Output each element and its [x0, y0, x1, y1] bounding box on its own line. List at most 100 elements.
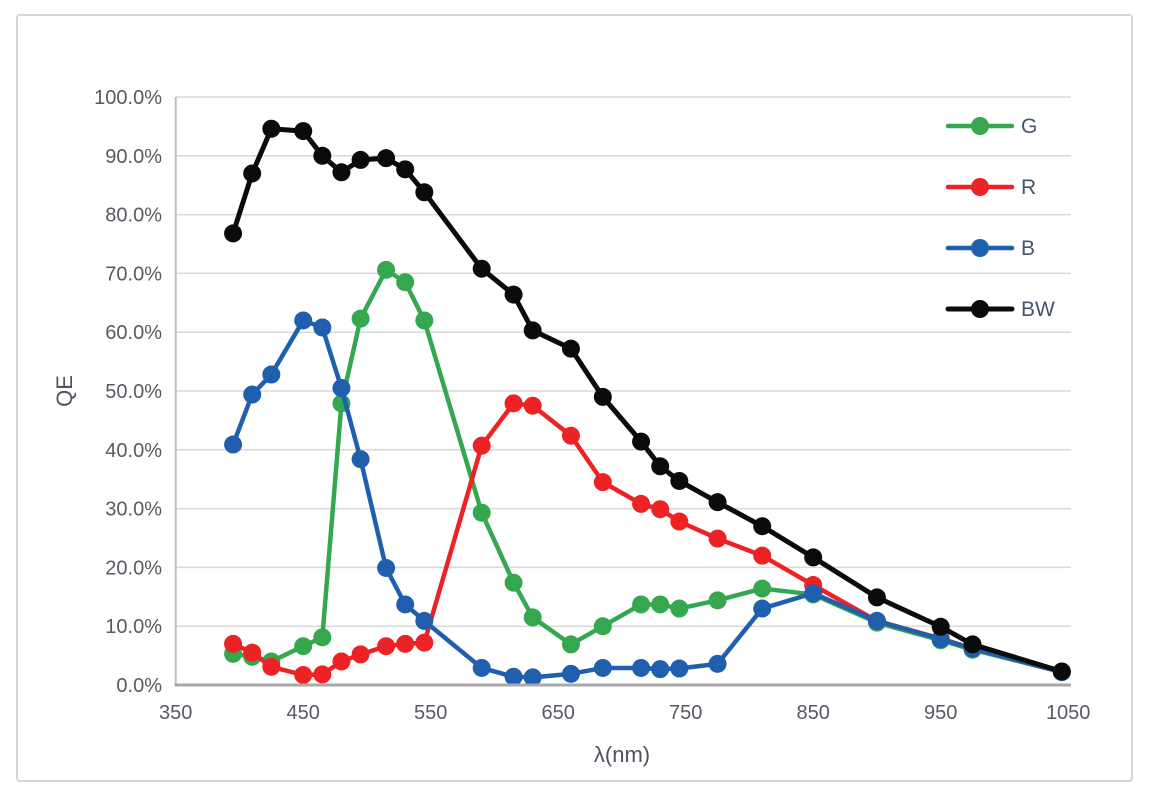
series-B-marker [651, 660, 670, 679]
series-B-marker [351, 450, 370, 469]
legend-item-B: B [945, 237, 1035, 260]
series-B-marker [332, 379, 351, 398]
series-BW-marker [294, 122, 313, 141]
series-R-marker [243, 643, 262, 662]
series-BW-marker [415, 183, 434, 202]
series-B-marker [472, 658, 491, 677]
legend-marker-B [971, 239, 989, 257]
series-R-marker [332, 652, 351, 671]
series-G-marker [708, 591, 727, 610]
x-tick-label: 450 [287, 702, 320, 724]
legend-marker-BW [971, 300, 989, 318]
series-R-marker [753, 546, 772, 565]
series-B-marker [224, 435, 243, 454]
series-R-marker [351, 645, 370, 664]
x-tick-label: 750 [669, 702, 702, 724]
x-tick-label: 550 [414, 702, 447, 724]
series-B-marker [243, 385, 262, 404]
series-BW-marker [561, 339, 580, 358]
y-tick-label: 0.0% [116, 675, 162, 697]
series-BW-marker [1052, 662, 1071, 681]
series-R-marker [504, 394, 523, 413]
series-BW-marker [670, 471, 689, 490]
x-tick-label: 950 [924, 702, 957, 724]
series-R-marker [561, 426, 580, 445]
series-R-marker [708, 529, 727, 548]
series-G-marker [753, 579, 772, 598]
gridlines [175, 96, 1071, 627]
legend-label-G: G [1021, 115, 1037, 138]
series-B-marker [670, 659, 689, 678]
series-B-marker [396, 595, 415, 614]
series-B-marker [262, 365, 281, 384]
series-G-marker [294, 637, 313, 656]
series-G-marker [396, 273, 415, 292]
y-tick-label: 50.0% [105, 381, 162, 403]
series-G-marker [415, 311, 434, 330]
series-BW-marker [632, 432, 651, 451]
series-G-marker [351, 309, 370, 328]
series-R-marker [670, 512, 689, 531]
legend-item-G: G [945, 115, 1037, 138]
series-R-marker [396, 634, 415, 653]
y-tick-label: 20.0% [105, 557, 162, 579]
y-tick-label: 100.0% [94, 87, 162, 109]
y-axis-title: QE [52, 375, 77, 407]
series-G-marker [523, 608, 542, 627]
series-R-marker [651, 500, 670, 519]
x-axis-title: λ(nm) [594, 742, 650, 767]
series-R-marker [523, 396, 542, 415]
series-B-marker [294, 311, 313, 330]
series-B-marker [504, 667, 523, 686]
series-group [224, 119, 1071, 687]
y-axis-ticks: 0.0% 10.0% 20.0% 30.0% 40.0% 50.0% 60.0% 70.0% 8… [94, 87, 162, 697]
legend-item-R: R [945, 176, 1036, 199]
series-BW-marker [931, 617, 950, 636]
series-G-marker [377, 260, 396, 279]
series-B-marker [377, 558, 396, 577]
series-BW-marker [523, 321, 542, 340]
series-G-marker [504, 573, 523, 592]
series-BW-marker [867, 588, 886, 607]
series-R-marker [632, 494, 651, 513]
y-tick-label: 10.0% [105, 616, 162, 638]
series-R-marker [415, 633, 434, 652]
series-BW-marker [963, 635, 982, 654]
series-B-marker [561, 664, 580, 683]
series-G-line [230, 267, 1065, 675]
legend-label-B: B [1021, 237, 1035, 260]
series-R-marker [472, 436, 491, 455]
series-BW-marker [262, 119, 281, 138]
series-B-marker [523, 668, 542, 687]
chart-border [16, 14, 1133, 782]
x-axis-ticks: 350 450 550 650 750 850 950 1050 [159, 702, 1090, 724]
series-R-marker [593, 473, 612, 492]
series-BW-marker [593, 387, 612, 406]
series-BW-marker [804, 548, 823, 567]
series-B-marker [632, 658, 651, 677]
legend: G R B BW [945, 115, 1055, 321]
y-tick-label: 40.0% [105, 440, 162, 462]
series-BW-marker [504, 285, 523, 304]
series-B-marker [804, 584, 823, 603]
series-G-marker [313, 628, 332, 647]
x-tick-label: 350 [159, 702, 192, 724]
y-tick-label: 30.0% [105, 499, 162, 521]
legend-label-BW: BW [1021, 298, 1055, 321]
series-G-marker [632, 595, 651, 614]
series-R-marker [224, 634, 243, 653]
series-B-marker [931, 630, 950, 649]
y-tick-label: 70.0% [105, 263, 162, 285]
series-BW-marker [708, 493, 727, 512]
legend-marker-R [971, 178, 989, 196]
series-BW-marker [224, 224, 243, 243]
series-G-marker [593, 617, 612, 636]
series-R-marker [294, 666, 313, 685]
series-B-marker [593, 658, 612, 677]
x-tick-label: 650 [542, 702, 575, 724]
series-BW-marker [472, 259, 491, 278]
series-B-marker [753, 599, 772, 618]
series-BW-marker [753, 517, 772, 536]
